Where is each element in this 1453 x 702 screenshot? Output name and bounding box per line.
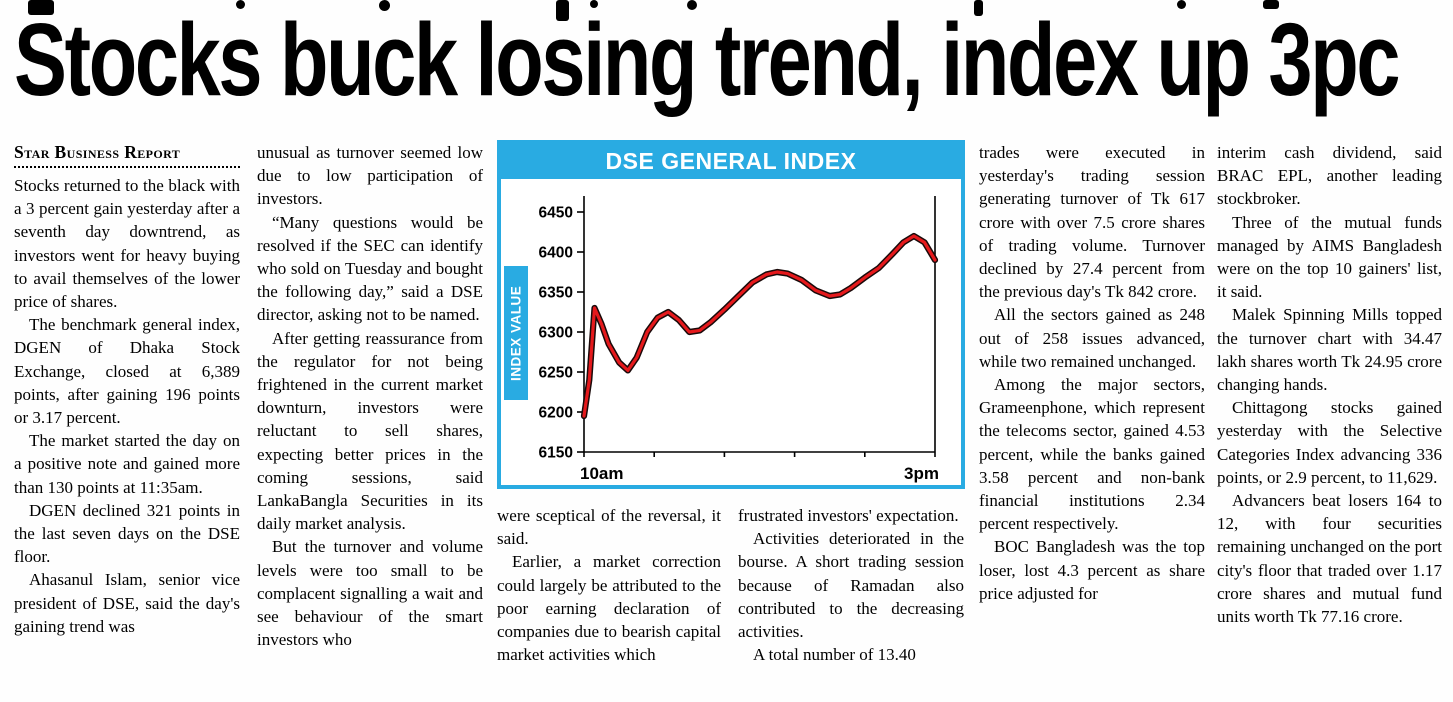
paragraph: But the turnover and volume levels were … <box>257 537 483 650</box>
series-line <box>582 234 937 418</box>
y-tick-label: 6300 <box>539 325 573 342</box>
paragraph: DGEN declined 321 points in the last sev… <box>14 500 240 567</box>
headline: Stocks buck losing trend, index up 3pc <box>14 2 1400 117</box>
article-column-6: interim cash dividend, said BRAC EPL, an… <box>1217 141 1442 628</box>
paragraph: Chittagong stocks gained yesterday with … <box>1217 398 1442 487</box>
chart-plot: 6450 6400 6350 6300 6250 6200 6150 10am 3pm <box>539 196 939 483</box>
x-axis-label-end: 3pm <box>904 464 939 483</box>
paragraph: Earlier, a market correction could large… <box>497 552 721 665</box>
ink-mark <box>556 0 569 21</box>
paragraph: Ahasanul Islam, senior vice president of… <box>14 570 240 636</box>
paragraph: Stocks returned to the black with a 3 pe… <box>14 176 240 312</box>
paragraph: were sceptical of the reversal, it said. <box>497 506 721 549</box>
article-column-5: trades were executed in yesterday's trad… <box>979 141 1205 605</box>
ink-mark <box>236 0 245 9</box>
chart-title: DSE GENERAL INDEX <box>501 144 961 179</box>
chart-y-axis-label: INDEX VALUE <box>504 266 528 400</box>
ink-mark <box>1177 0 1186 9</box>
article-column-2: unusual as turnover seemed low due to lo… <box>257 141 483 651</box>
paragraph: A total number of 13.40 <box>753 645 916 665</box>
y-tick-label: 6400 <box>539 245 573 262</box>
paragraph: Malek Spinning Mills topped the turnover… <box>1217 305 1442 395</box>
article-column-1: Star Business Report Stocks returned to … <box>14 141 240 638</box>
ink-mark <box>28 0 54 15</box>
paragraph: frustrated investors' expectation. <box>738 506 959 525</box>
column-text: Stocks returned to the black with a 3 pe… <box>14 174 240 638</box>
y-tick-label: 6350 <box>539 285 573 302</box>
ink-mark <box>590 0 598 8</box>
y-tick-label: 6150 <box>539 445 573 462</box>
paragraph: All the sectors gained as 248 out of 258… <box>979 305 1205 371</box>
paragraph: The market started the day on a positive… <box>14 431 240 497</box>
y-tick-label: 6200 <box>539 405 573 422</box>
paragraph: Advancers beat losers 164 to 12, with fo… <box>1217 491 1442 627</box>
ink-mark <box>974 0 983 16</box>
y-tick-label: 6250 <box>539 365 573 382</box>
x-axis-label-start: 10am <box>580 464 623 483</box>
article-column-4: frustrated investors' expectation. Activi… <box>738 504 964 666</box>
byline-divider <box>14 166 240 168</box>
ink-mark <box>1263 0 1279 9</box>
paragraph: The benchmark general index, DGEN of Dha… <box>14 315 240 428</box>
paragraph: interim cash dividend, said BRAC EPL, an… <box>1217 143 1442 209</box>
paragraph: Three of the mutual funds managed by AIM… <box>1217 212 1442 302</box>
byline: Star Business Report <box>14 142 181 162</box>
paragraph: Among the major sectors, Grameenphone, w… <box>979 375 1205 534</box>
y-tick-label: 6450 <box>539 205 573 222</box>
paragraph: Activities deteriorated in the bourse. A… <box>738 529 964 642</box>
ink-mark <box>379 0 390 11</box>
dse-index-chart: DSE GENERAL INDEX INDEX VALUE 6450 6400 63… <box>497 140 965 489</box>
ink-mark <box>687 0 697 10</box>
paragraph: BOC Bangladesh was the top loser, lost 4… <box>979 537 1205 603</box>
paragraph: “Many questions would be resolved if the… <box>257 212 483 325</box>
paragraph: After getting reassurance from the regul… <box>257 328 483 534</box>
paragraph: unusual as turnover seemed low due to lo… <box>257 143 483 209</box>
paragraph: trades were executed in yesterday's trad… <box>979 143 1205 302</box>
article-column-3: were sceptical of the reversal, it said.… <box>497 504 721 666</box>
